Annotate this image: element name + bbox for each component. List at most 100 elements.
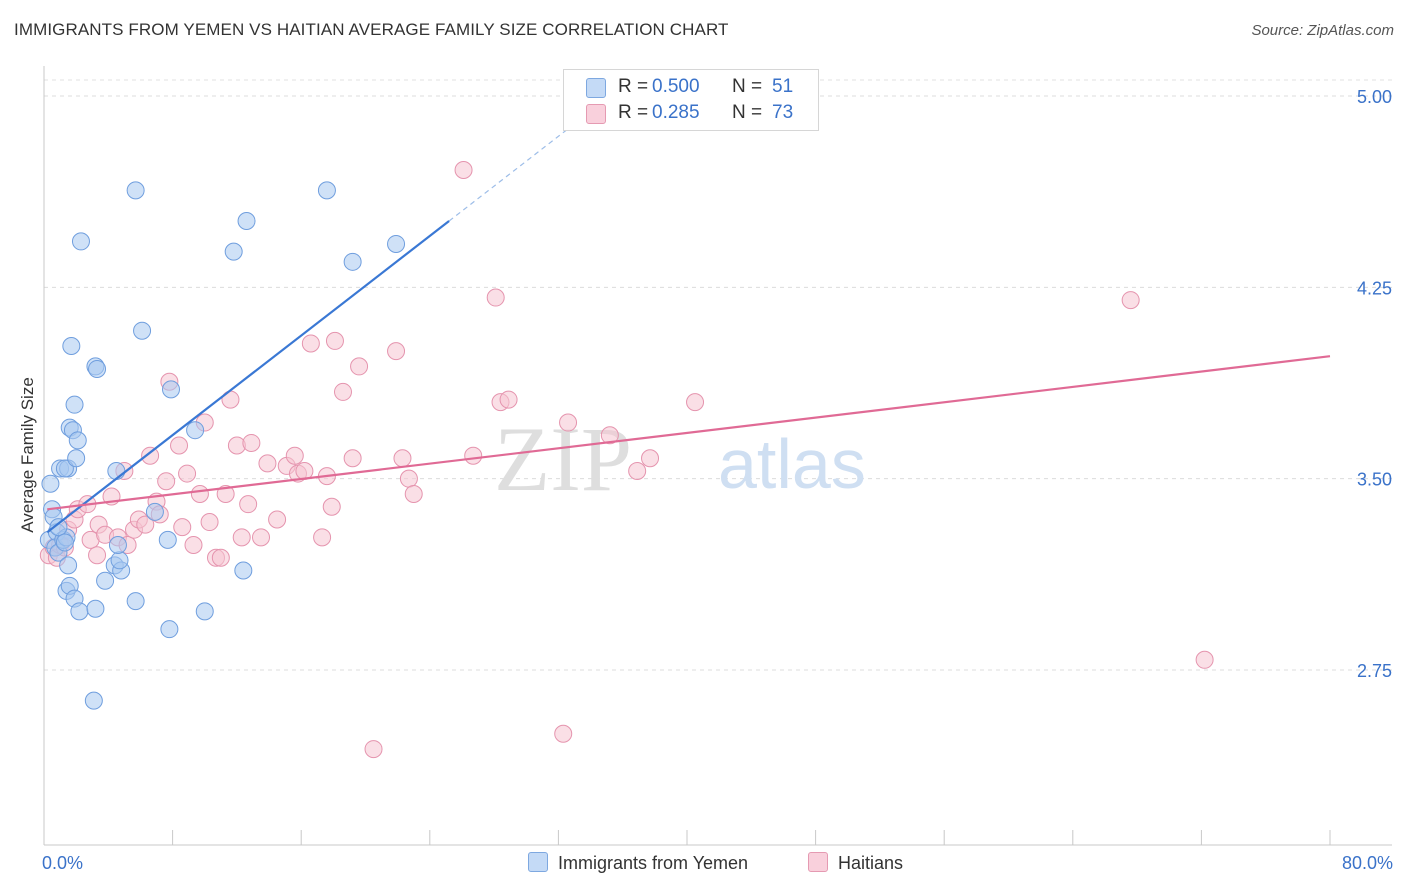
haitians-point — [559, 413, 578, 432]
legend-n-label: N = — [732, 102, 763, 123]
yemen-point — [126, 592, 145, 611]
haitians-point — [252, 528, 271, 547]
haitians-point — [136, 515, 155, 534]
axes — [43, 66, 1392, 846]
legend-swatch-haitians — [586, 104, 606, 124]
haitians-point — [232, 528, 251, 547]
haitians-point — [178, 464, 197, 483]
haitians-point — [499, 390, 518, 409]
watermark: ZIP atlas — [494, 408, 866, 510]
legend-label-haitians: Haitians — [838, 853, 904, 873]
haitians-point — [600, 426, 619, 445]
haitians-point — [88, 546, 107, 565]
yemen-point — [68, 431, 87, 450]
haitians-point — [216, 484, 235, 503]
yemen-point — [84, 691, 103, 710]
legend-r-label: R = — [618, 102, 649, 123]
yemen-point — [67, 449, 86, 468]
haitians-point — [141, 446, 160, 465]
haitians-points — [39, 160, 1214, 759]
yemen-trend-extension — [448, 113, 588, 222]
haitians-point — [239, 495, 258, 514]
yemen-point — [158, 530, 177, 549]
yemen-point — [161, 380, 180, 399]
haitians-point — [157, 472, 176, 491]
yemen-trend-line — [46, 220, 450, 534]
haitians-point — [242, 433, 261, 452]
legend-n-label: N = — [732, 76, 763, 97]
yemen-point — [62, 337, 81, 356]
yemen-point — [186, 421, 205, 440]
x-tick-label: 0.0% — [42, 853, 83, 873]
x-tick-label: 80.0% — [1342, 853, 1393, 873]
haitians-point — [184, 535, 203, 554]
legend-label-yemen: Immigrants from Yemen — [558, 853, 749, 873]
haitians-point — [454, 160, 473, 179]
yemen-point — [88, 359, 107, 378]
haitians-point — [364, 740, 383, 759]
watermark-atlas: atlas — [718, 425, 866, 503]
haitians-trend-line — [47, 355, 1331, 511]
y-tick-label: 3.50 — [1357, 470, 1392, 490]
yemen-point — [133, 321, 152, 340]
legend-item-yemen: Immigrants from Yemen — [528, 852, 748, 876]
haitians-point — [268, 510, 287, 529]
haitians-point — [1121, 291, 1140, 310]
yemen-point — [317, 181, 336, 200]
haitians-point — [211, 548, 230, 567]
haitians-point — [190, 484, 209, 503]
haitians-point — [333, 382, 352, 401]
yemen-point — [65, 395, 84, 414]
haitians-point — [393, 449, 412, 468]
yemen-point — [343, 252, 362, 271]
haitians-point — [258, 454, 277, 473]
correlation-legend: R = 0.500 N = 51 R = 0.285 N = 73 — [563, 69, 819, 131]
yemen-point — [49, 518, 68, 537]
haitians-point — [322, 497, 341, 516]
yemen-point — [41, 474, 60, 493]
haitians-point — [173, 518, 192, 537]
haitians-point — [343, 449, 362, 468]
yemen-point — [96, 571, 115, 590]
yemen-point — [71, 232, 90, 251]
haitians-point — [1195, 650, 1214, 669]
trend-lines — [46, 113, 1331, 534]
chart-title: IMMIGRANTS FROM YEMEN VS HAITIAN AVERAGE… — [14, 20, 729, 39]
yemen-point — [160, 620, 179, 639]
haitians-point — [486, 288, 505, 307]
yemen-point — [237, 212, 256, 231]
yemen-point — [145, 502, 164, 521]
haitians-point — [170, 436, 189, 455]
legend-n-value: 73 — [772, 102, 794, 123]
legend-swatch-yemen — [528, 852, 548, 872]
y-tick-label: 5.00 — [1357, 87, 1392, 107]
legend-item-haitians: Haitians — [808, 852, 903, 876]
yemen-point — [195, 602, 214, 621]
haitians-point — [628, 462, 647, 481]
legend-n-value: 51 — [772, 76, 794, 97]
yemen-point — [86, 599, 105, 618]
haitians-point — [387, 342, 406, 361]
yemen-point — [59, 556, 78, 575]
yemen-point — [108, 535, 127, 554]
yemen-point — [55, 533, 74, 552]
haitians-point — [404, 484, 423, 503]
haitians-point — [686, 393, 705, 412]
haitians-point — [325, 331, 344, 350]
haitians-point — [200, 513, 219, 532]
yemen-point — [107, 462, 126, 481]
yemen-point — [224, 242, 243, 261]
yemen-point — [387, 234, 406, 253]
yemen-point — [126, 181, 145, 200]
yemen-point — [55, 459, 74, 478]
tick-labels: 2.75 3.50 4.25 5.00 0.0% 80.0% — [42, 87, 1393, 873]
yemen-point — [234, 561, 253, 580]
haitians-point — [641, 449, 660, 468]
legend-r-value: 0.285 — [652, 102, 700, 123]
legend-r-label: R = — [618, 76, 649, 97]
legend-swatch-haitians — [808, 852, 828, 872]
yemen-point — [110, 551, 129, 570]
yemen-point — [70, 602, 89, 621]
y-tick-label: 2.75 — [1357, 661, 1392, 681]
